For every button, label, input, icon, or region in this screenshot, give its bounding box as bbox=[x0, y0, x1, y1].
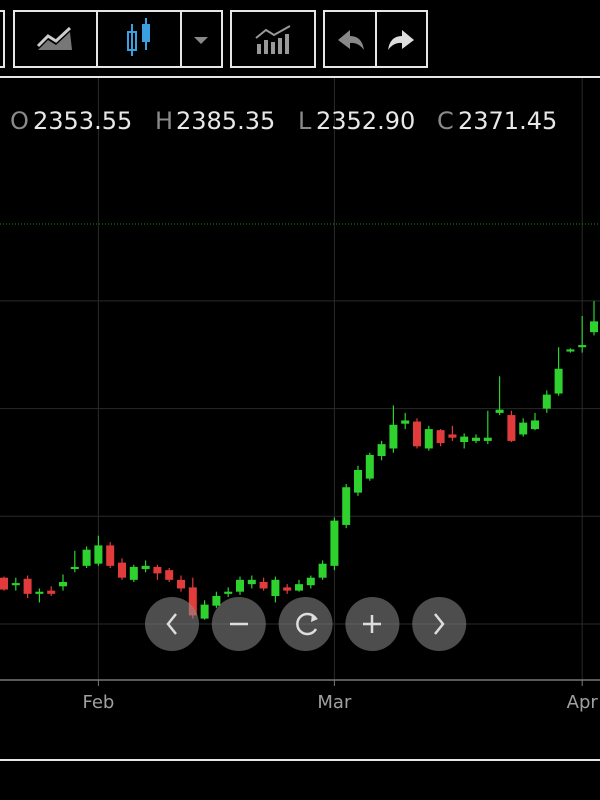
candle-body bbox=[354, 470, 362, 493]
button-icon bbox=[363, 615, 381, 633]
x-tick-label: Apr bbox=[567, 692, 599, 713]
ohlc-label: O bbox=[10, 107, 29, 135]
candle-body bbox=[401, 420, 410, 424]
dropdown-button[interactable] bbox=[194, 37, 208, 44]
ohlc-label: C bbox=[437, 107, 454, 135]
undo-button[interactable] bbox=[338, 30, 364, 50]
candle-body bbox=[566, 349, 575, 352]
x-tick-label: Feb bbox=[82, 692, 114, 713]
candle-body bbox=[0, 577, 8, 590]
candle-body bbox=[35, 591, 44, 594]
candle-body bbox=[554, 368, 563, 394]
candle-body bbox=[436, 430, 445, 444]
candle-body bbox=[165, 570, 174, 580]
candle-body bbox=[531, 420, 539, 430]
ohlc-label: L bbox=[298, 107, 312, 135]
button-icon bbox=[166, 613, 177, 635]
ohlc-label: H bbox=[155, 107, 173, 135]
candle-body bbox=[59, 582, 67, 587]
candle-body bbox=[283, 587, 292, 591]
toolbar bbox=[0, 10, 600, 78]
candle-body bbox=[306, 577, 315, 586]
candle-body bbox=[188, 587, 197, 616]
ohlc-value: 2371.45 bbox=[458, 107, 557, 135]
button-circle bbox=[412, 597, 467, 651]
plot-area bbox=[0, 78, 600, 680]
button-circle bbox=[278, 597, 333, 651]
candle-body bbox=[129, 566, 138, 580]
candle-body bbox=[460, 436, 469, 442]
ohlc-value: 2385.35 bbox=[176, 107, 275, 135]
candle-body bbox=[318, 563, 327, 578]
candle-body bbox=[377, 444, 386, 456]
candle-body bbox=[542, 394, 551, 409]
x-tick-label: Mar bbox=[317, 692, 352, 713]
candle-body bbox=[271, 579, 280, 596]
ohlc-value: 2353.55 bbox=[33, 107, 132, 135]
candle-body bbox=[295, 584, 303, 591]
candle-body bbox=[259, 582, 268, 589]
candle-body bbox=[365, 454, 374, 479]
candle-body bbox=[153, 566, 162, 574]
button-icon bbox=[434, 613, 445, 635]
candle-body bbox=[330, 520, 339, 566]
candle-body bbox=[82, 549, 91, 566]
candle-body bbox=[23, 578, 32, 594]
candle-body bbox=[424, 429, 433, 449]
candle-body bbox=[342, 487, 351, 525]
candle-body bbox=[47, 590, 56, 594]
candle-body bbox=[200, 604, 209, 619]
candle-body bbox=[141, 565, 150, 570]
candle-body bbox=[224, 591, 233, 594]
candle-body bbox=[236, 579, 244, 592]
button-icon bbox=[296, 612, 318, 636]
candle-body bbox=[118, 562, 126, 578]
indicators-button[interactable] bbox=[230, 10, 316, 68]
button-icon bbox=[311, 614, 318, 622]
redo-button[interactable] bbox=[388, 30, 414, 50]
reset-button[interactable] bbox=[278, 597, 333, 651]
candle-body bbox=[472, 437, 480, 441]
candle-body bbox=[448, 434, 457, 438]
candle-body bbox=[495, 409, 504, 413]
candle-body bbox=[11, 583, 20, 586]
ohlc-value: 2352.90 bbox=[316, 107, 415, 135]
candle-body bbox=[70, 566, 79, 570]
candle-body bbox=[483, 437, 492, 441]
candlestick-button[interactable] bbox=[127, 18, 150, 56]
candle-body bbox=[578, 345, 587, 348]
candle-body bbox=[94, 545, 103, 564]
scroll-right-button[interactable] bbox=[412, 597, 467, 651]
toolbar-group bbox=[13, 10, 223, 68]
candle-body bbox=[212, 596, 221, 606]
zoom-in-button[interactable] bbox=[345, 597, 400, 651]
candle-body bbox=[413, 421, 421, 447]
scroll-left-button[interactable] bbox=[145, 597, 199, 651]
candle-body bbox=[247, 579, 256, 585]
area-chart-button[interactable] bbox=[36, 26, 72, 50]
zoom-out-button[interactable] bbox=[211, 597, 266, 651]
candle-body bbox=[590, 321, 598, 333]
toolbar-button[interactable] bbox=[0, 10, 5, 68]
candle-body bbox=[389, 424, 398, 449]
button-circle bbox=[145, 597, 199, 651]
candle-body bbox=[519, 422, 528, 435]
candle-body bbox=[177, 579, 185, 589]
candle-body bbox=[106, 545, 115, 566]
chart-navigation bbox=[145, 597, 467, 651]
indicators-icon bbox=[255, 25, 291, 54]
candle-body bbox=[507, 415, 516, 441]
